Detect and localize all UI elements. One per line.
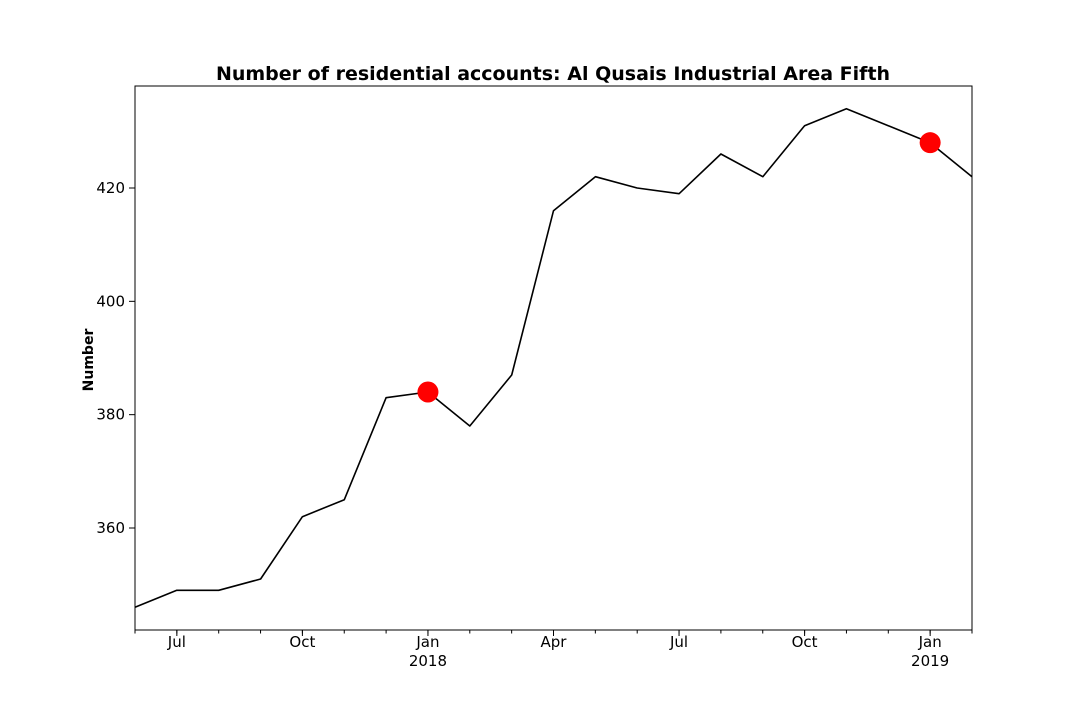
x-tick-label: Jan bbox=[415, 633, 439, 651]
series-line bbox=[134, 107, 973, 609]
y-tick-label: 360 bbox=[96, 519, 125, 537]
x-tick-label: Jul bbox=[669, 633, 688, 651]
x-tick-sublabel: 2019 bbox=[911, 652, 949, 670]
x-tick-label: Oct bbox=[289, 633, 315, 651]
x-tick-label: Jan bbox=[918, 633, 942, 651]
x-tick-label: Jul bbox=[167, 633, 186, 651]
x-tick-label: Apr bbox=[541, 633, 568, 651]
y-axis-label: Number bbox=[81, 329, 97, 392]
highlight-marker bbox=[417, 381, 439, 403]
y-tick-label: 400 bbox=[96, 292, 125, 310]
plot-frame bbox=[134, 85, 973, 631]
chart-title: Number of residential accounts: Al Qusai… bbox=[216, 63, 890, 85]
x-tick-sublabel: 2018 bbox=[409, 652, 447, 670]
y-tick-label: 420 bbox=[96, 179, 125, 197]
highlight-marker bbox=[919, 132, 941, 154]
y-tick-label: 380 bbox=[96, 406, 125, 424]
x-tick-label: Oct bbox=[792, 633, 818, 651]
